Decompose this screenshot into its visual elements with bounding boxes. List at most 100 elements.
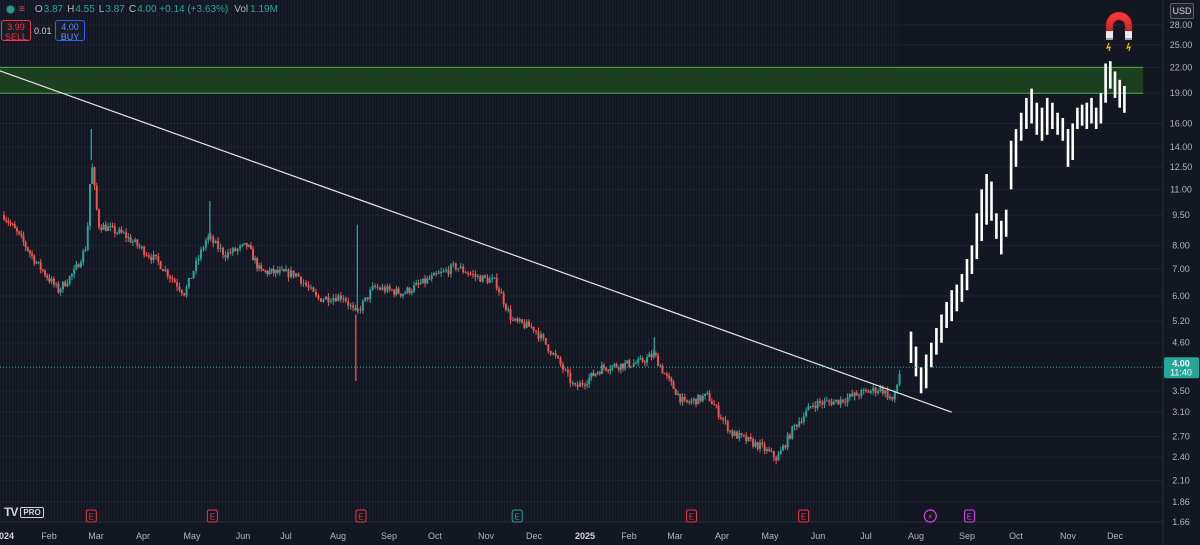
candle-body [807,406,810,411]
candle-body [749,437,752,439]
earnings-icon[interactable] [206,509,218,523]
candle-body [452,263,455,265]
earnings-icon[interactable] [798,509,810,523]
sell-button[interactable]: 3.99 SELL [1,20,31,42]
trendline-segment[interactable] [0,67,952,413]
earnings-icon[interactable] [963,509,975,523]
candle-body [249,245,252,249]
candle-body [289,270,292,278]
earnings-icon[interactable] [85,509,97,523]
stripe [867,0,868,522]
stripe [0,0,1,522]
symbol-status-icon[interactable] [6,4,15,14]
stripe [768,0,769,522]
magnet-icon[interactable] [1105,11,1133,52]
projection-bar [970,245,974,274]
stripe [585,0,586,522]
stripe [285,0,286,522]
earnings-icon[interactable] [355,509,367,523]
earnings-icon[interactable] [511,509,523,523]
candle-body [287,269,290,278]
hide-icon[interactable]: ≡ [19,3,25,15]
stripe [576,0,577,522]
event-markers[interactable]: E E E E E E ⚡ E [85,509,975,523]
candle-body [102,224,105,230]
time-tick-label: Sep [381,531,397,541]
projection-bars [909,61,1126,394]
candle-body [756,442,759,449]
stripe [573,0,574,522]
stripe [606,0,607,522]
projection-bar [1090,97,1093,124]
time-tick-label: Mar [667,531,683,541]
stripe [63,0,64,522]
candle-body [268,270,271,275]
tradingview-logo[interactable]: TV PRO [4,505,44,519]
stripe [681,0,682,522]
stripe [564,0,565,522]
stripe [87,0,88,522]
price-tick-label: 9.50 [1172,210,1190,220]
stripe [690,0,691,522]
news-icon[interactable] [923,509,937,523]
time-tick-label: Feb [41,531,57,541]
candle-body [381,287,384,290]
stripe [45,0,46,522]
stripe [492,0,493,522]
stripe [483,0,484,522]
candle-body [495,277,498,289]
candle-body [347,301,350,306]
stripe [471,0,472,522]
stripe [243,0,244,522]
stripe [177,0,178,522]
time-axis[interactable]: 2024 Feb Mar Apr May Jun Jul Aug Sep Oct Nov Dec 202… [0,521,1163,541]
price-tick-label: 16.00 [1170,118,1193,128]
candle-body [399,293,402,296]
stripe [300,0,301,522]
stripe [321,0,322,522]
stripe [651,0,652,522]
candle-body [622,363,625,369]
stripe [222,0,223,522]
stripe [228,0,229,522]
stripe [141,0,142,522]
earnings-icon[interactable] [685,509,697,523]
stripe [186,0,187,522]
candle-body [116,232,119,234]
candle-body [479,275,482,282]
candle-body [516,318,519,322]
stripe [114,0,115,522]
candle-body [641,357,644,362]
stripe [888,0,889,522]
stripe [432,0,433,522]
price-axis[interactable]: 28.00 25.00 22.00 19.00 16.00 14.00 12.50 11.00… [1162,0,1200,545]
candle-body [724,419,727,421]
stripe [390,0,391,522]
stripe [675,0,676,522]
stripe [543,0,544,522]
candle-body [9,222,12,224]
candle-body [594,373,597,376]
candle-body [670,378,673,382]
candle-body [276,269,279,273]
stripe [90,0,91,522]
history-stripes [0,0,898,522]
candle-body [185,287,188,296]
trendline[interactable] [0,67,952,413]
candle-body [140,246,143,248]
price-tick-label: 5.20 [1172,316,1190,326]
stripe [705,0,706,522]
logo-brand: TV [4,505,18,519]
buy-button[interactable]: 4.00 BUY [55,20,85,42]
time-tick-label: Jun [236,531,251,541]
stripe [654,0,655,522]
candle-body [893,391,896,400]
candle-body [630,366,633,368]
currency-selector[interactable]: USD [1170,3,1194,19]
candle-body [410,291,413,293]
candle-body [600,365,603,374]
stripe [759,0,760,522]
candle-body [879,386,882,392]
price-tick-label: 2.70 [1172,431,1190,441]
